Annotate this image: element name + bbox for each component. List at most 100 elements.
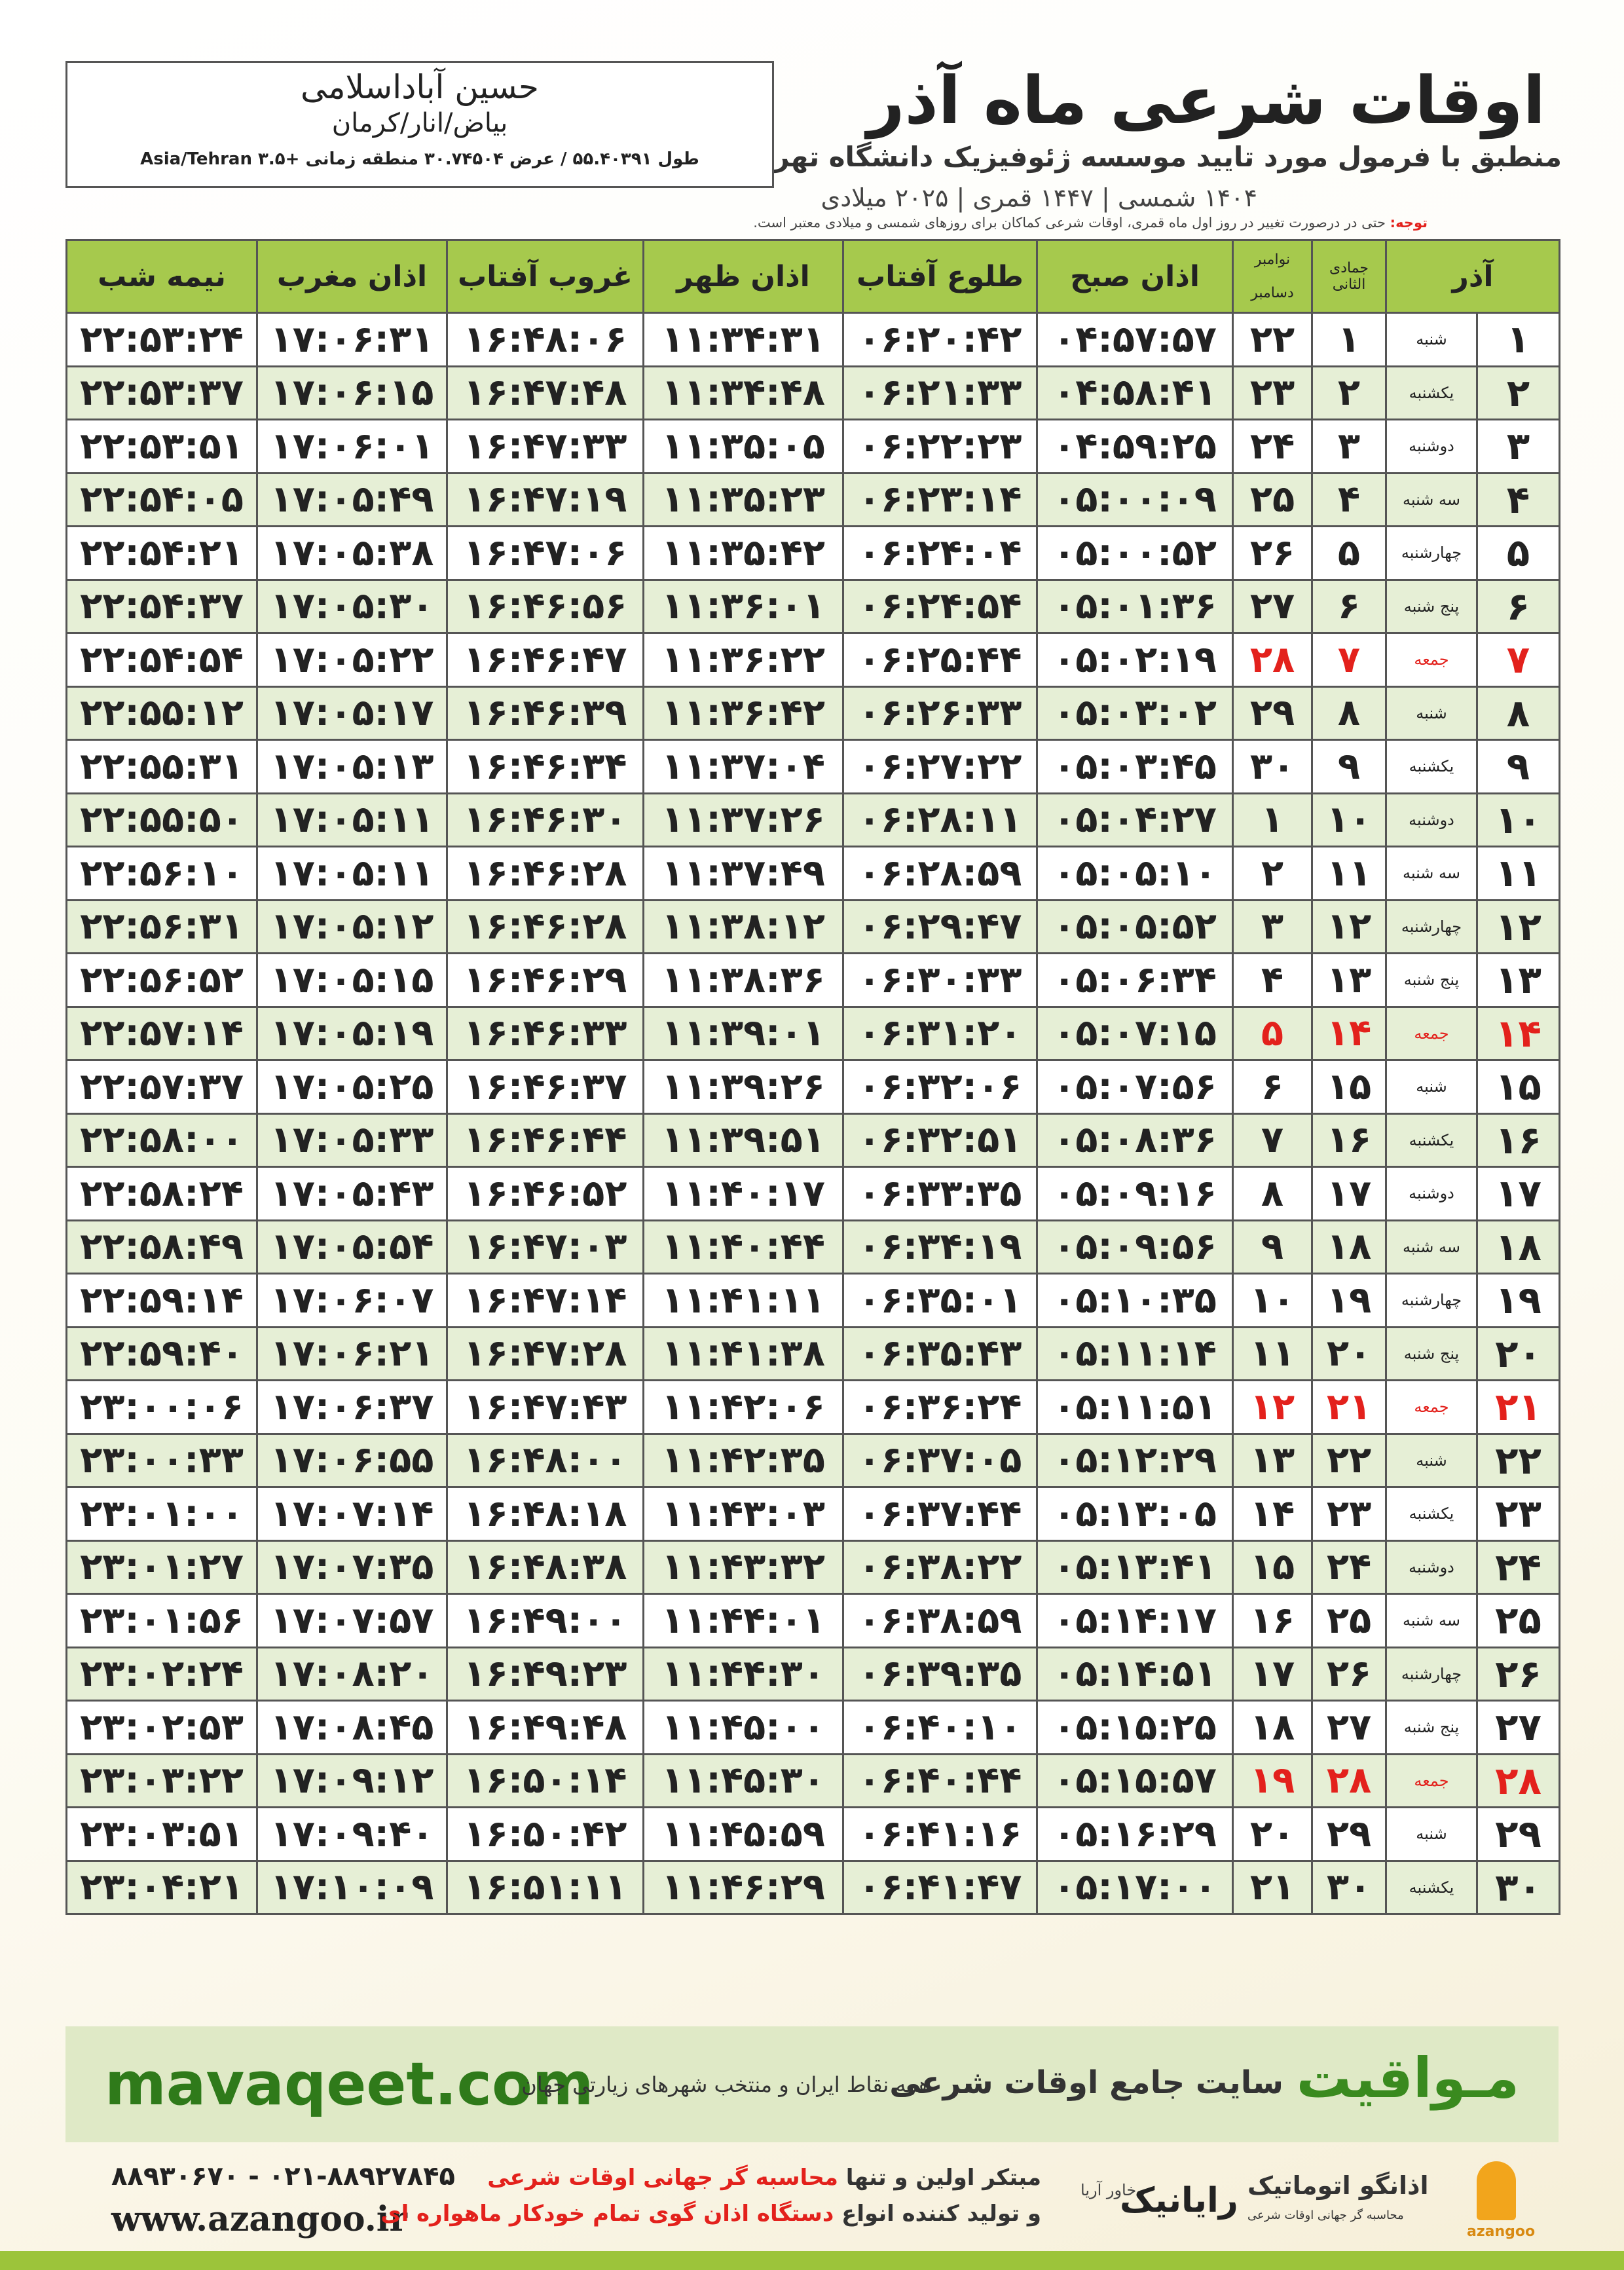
hijri-day: ۱۷ <box>1311 1166 1387 1221</box>
gregorian-day: ۲۳ <box>1232 365 1313 420</box>
table-row: ۹ یکشنبه ۹ ۳۰ ۰۵:۰۳:۴۵ ۰۶:۲۷:۲۲ ۱۱:۳۷:۰۴ ۱۶:۴۶:… <box>65 739 1560 794</box>
midnight: ۲۲:۵۴:۳۷ <box>65 578 258 634</box>
maghrib: ۱۷:۰۶:۱۵ <box>256 365 448 420</box>
table-row: ۱۲ چهارشنبه ۱۲ ۳ ۰۵:۰۵:۵۲ ۰۶:۲۹:۴۷ ۱۱:۳۸:۱۲ ۱۶:… <box>65 899 1560 954</box>
sunrise: ۰۶:۲۶:۳۳ <box>842 685 1038 741</box>
fajr: ۰۵:۰۷:۵۶ <box>1036 1059 1234 1115</box>
azar-day: ۲ <box>1476 365 1560 420</box>
phone: ۰۲۱-۸۸۹۲۷۸۴۵ - ۸۸۹۳۰۶۷۰ <box>111 2161 455 2191</box>
hijri-day: ۲۱ <box>1311 1379 1387 1435</box>
table-row: ۷ جمعه ۷ ۲۸ ۰۵:۰۲:۱۹ ۰۶:۲۵:۴۴ ۱۱:۳۶:۲۲ ۱۶:۴۶:۴۷… <box>65 632 1560 688</box>
midnight: ۲۳:۰۳:۲۲ <box>65 1753 258 1808</box>
fajr: ۰۵:۱۰:۳۵ <box>1036 1273 1234 1328</box>
hijri-day: ۲۴ <box>1311 1539 1387 1595</box>
maghrib: ۱۷:۰۹:۴۰ <box>256 1806 448 1862</box>
dhuhr: ۱۱:۴۵:۳۰ <box>642 1753 844 1808</box>
location-region: بیاض/انار/کرمان <box>331 108 508 138</box>
hijri-day: ۲۳ <box>1311 1486 1387 1542</box>
footer-line: و تولید کننده انواع دستگاه اذان گوی تمام… <box>380 2201 1041 2227</box>
azar-day: ۲۳ <box>1476 1486 1560 1542</box>
midnight: ۲۲:۵۵:۵۰ <box>65 792 258 847</box>
midnight: ۲۲:۵۵:۱۲ <box>65 685 258 741</box>
midnight: ۲۲:۵۷:۱۴ <box>65 1005 258 1061</box>
sunset: ۱۶:۴۷:۴۳ <box>446 1379 644 1435</box>
banner-brand: مـواقیت <box>1296 2046 1519 2110</box>
midnight: ۲۲:۵۴:۵۴ <box>65 632 258 688</box>
fajr: ۰۵:۰۲:۱۹ <box>1036 632 1234 688</box>
dhuhr: ۱۱:۳۶:۴۲ <box>642 685 844 741</box>
sunset: ۱۶:۴۶:۴۴ <box>446 1112 644 1168</box>
table-row: ۲۹ شنبه ۲۹ ۲۰ ۰۵:۱۶:۲۹ ۰۶:۴۱:۱۶ ۱۱:۴۵:۵۹ ۱۶:۵۰:… <box>65 1806 1560 1862</box>
table-row: ۳ دوشنبه ۳ ۲۴ ۰۴:۵۹:۲۵ ۰۶:۲۲:۲۳ ۱۱:۳۵:۰۵ ۱۶:۴۷:… <box>65 419 1560 474</box>
table-row: ۱۱ سه شنبه ۱۱ ۲ ۰۵:۰۵:۱۰ ۰۶:۲۸:۵۹ ۱۱:۳۷:۴۹ ۱۶:۴… <box>65 846 1560 901</box>
sunrise: ۰۶:۳۷:۰۵ <box>842 1432 1038 1488</box>
website[interactable]: www.azangoo.ir <box>111 2199 407 2239</box>
table-row: ۴ سه شنبه ۴ ۲۵ ۰۵:۰۰:۰۹ ۰۶:۲۳:۱۴ ۱۱:۳۵:۲۳ ۱۶:۴۷… <box>65 472 1560 527</box>
dhuhr: ۱۱:۳۹:۲۶ <box>642 1059 844 1115</box>
footer-line: مبتکر اولین و تنها محاسبه گر جهانی اوقات… <box>487 2165 1041 2191</box>
sunset: ۱۶:۴۷:۱۴ <box>446 1273 644 1328</box>
sunrise: ۰۶:۲۱:۳۳ <box>842 365 1038 420</box>
footer-text: مبتکر اولین و تنها <box>845 2165 1041 2191</box>
azar-day: ۲۴ <box>1476 1539 1560 1595</box>
maghrib: ۱۷:۰۶:۰۷ <box>256 1273 448 1328</box>
hijri-day: ۲ <box>1311 365 1387 420</box>
table-row: ۱۶ یکشنبه ۱۶ ۷ ۰۵:۰۸:۳۶ ۰۶:۳۲:۵۱ ۱۱:۳۹:۵۱ ۱۶:۴۶… <box>65 1112 1560 1168</box>
fajr: ۰۵:۰۳:۰۲ <box>1036 685 1234 741</box>
sunset: ۱۶:۴۷:۲۸ <box>446 1326 644 1381</box>
gregorian-day: ۱۳ <box>1232 1432 1313 1488</box>
sunrise: ۰۶:۳۹:۳۵ <box>842 1646 1038 1702</box>
weekday: یکشنبه <box>1385 365 1478 420</box>
fajr: ۰۵:۱۴:۱۷ <box>1036 1593 1234 1648</box>
weekday: سه شنبه <box>1385 846 1478 901</box>
maghrib: ۱۷:۰۷:۵۷ <box>256 1593 448 1648</box>
maghrib: ۱۷:۰۵:۱۳ <box>256 739 448 794</box>
sunrise: ۰۶:۴۰:۱۰ <box>842 1700 1038 1755</box>
note-text: حتی در درصورت تغییر در روز اول ماه قمری،… <box>753 215 1386 231</box>
table-row: ۲۴ دوشنبه ۲۴ ۱۵ ۰۵:۱۳:۴۱ ۰۶:۳۸:۲۲ ۱۱:۴۳:۳۲ ۱۶:۴… <box>65 1539 1560 1595</box>
table-row: ۲۲ شنبه ۲۲ ۱۳ ۰۵:۱۲:۲۹ ۰۶:۳۷:۰۵ ۱۱:۴۲:۳۵ ۱۶:۴۸:… <box>65 1432 1560 1488</box>
hijri-day: ۴ <box>1311 472 1387 527</box>
sunset: ۱۶:۴۸:۱۸ <box>446 1486 644 1542</box>
weekday: پنج شنبه <box>1385 1326 1478 1381</box>
logo-subtext: محاسبه گر جهانی اوقات شرعی <box>1247 2208 1404 2222</box>
dhuhr: ۱۱:۳۵:۲۳ <box>642 472 844 527</box>
sunset: ۱۶:۵۱:۱۱ <box>446 1859 644 1915</box>
fajr: ۰۵:۰۳:۴۵ <box>1036 739 1234 794</box>
hijri-day: ۱۳ <box>1311 952 1387 1008</box>
weekday: جمعه <box>1385 1379 1478 1435</box>
table-row: ۲۵ سه شنبه ۲۵ ۱۶ ۰۵:۱۴:۱۷ ۰۶:۳۸:۵۹ ۱۱:۴۴:۰۱ ۱۶:… <box>65 1593 1560 1648</box>
header-row: آذر جمادی الثانی نوامبر دسامبر اذان صبح ط… <box>65 239 1560 314</box>
fajr: ۰۵:۰۵:۵۲ <box>1036 899 1234 954</box>
weekday: چهارشنبه <box>1385 899 1478 954</box>
header-cell: اذان ظهر <box>642 239 844 314</box>
banner-url[interactable]: mavaqeet.com <box>105 2050 594 2119</box>
maghrib: ۱۷:۰۵:۱۵ <box>256 952 448 1008</box>
midnight: ۲۲:۵۶:۱۰ <box>65 846 258 901</box>
sunset: ۱۶:۴۸:۰۰ <box>446 1432 644 1488</box>
gregorian-day: ۶ <box>1232 1059 1313 1115</box>
dhuhr: ۱۱:۳۸:۱۲ <box>642 899 844 954</box>
gregorian-day: ۱۶ <box>1232 1593 1313 1648</box>
dhuhr: ۱۱:۴۴:۳۰ <box>642 1646 844 1702</box>
gregorian-day: ۲۰ <box>1232 1806 1313 1862</box>
sunset: ۱۶:۵۰:۱۴ <box>446 1753 644 1808</box>
hijri-day: ۲۵ <box>1311 1593 1387 1648</box>
fajr: ۰۵:۱۶:۲۹ <box>1036 1806 1234 1862</box>
header-cell: نوامبر دسامبر <box>1232 239 1313 314</box>
sunset: ۱۶:۴۷:۰۶ <box>446 525 644 581</box>
table-body: ۱ شنبه ۱ ۲۲ ۰۴:۵۷:۵۷ ۰۶:۲۰:۴۲ ۱۱:۳۴:۳۱ ۱۶:۴۸:۰۶… <box>65 312 1560 1915</box>
midnight: ۲۲:۵۴:۰۵ <box>65 472 258 527</box>
sunrise: ۰۶:۲۳:۱۴ <box>842 472 1038 527</box>
gregorian-day: ۲۱ <box>1232 1859 1313 1915</box>
header-cell: طلوع آفتاب <box>842 239 1038 314</box>
sunrise: ۰۶:۲۷:۲۲ <box>842 739 1038 794</box>
weekday: پنج شنبه <box>1385 952 1478 1008</box>
hijri-day: ۱۴ <box>1311 1005 1387 1061</box>
gregorian-day: ۲۸ <box>1232 632 1313 688</box>
table-row: ۱۰ دوشنبه ۱۰ ۱ ۰۵:۰۴:۲۷ ۰۶:۲۸:۱۱ ۱۱:۳۷:۲۶ ۱۶:۴۶… <box>65 792 1560 847</box>
dhuhr: ۱۱:۳۵:۴۲ <box>642 525 844 581</box>
hijri-day: ۲۷ <box>1311 1700 1387 1755</box>
fajr: ۰۵:۱۷:۰۰ <box>1036 1859 1234 1915</box>
azar-day: ۲۸ <box>1476 1753 1560 1808</box>
